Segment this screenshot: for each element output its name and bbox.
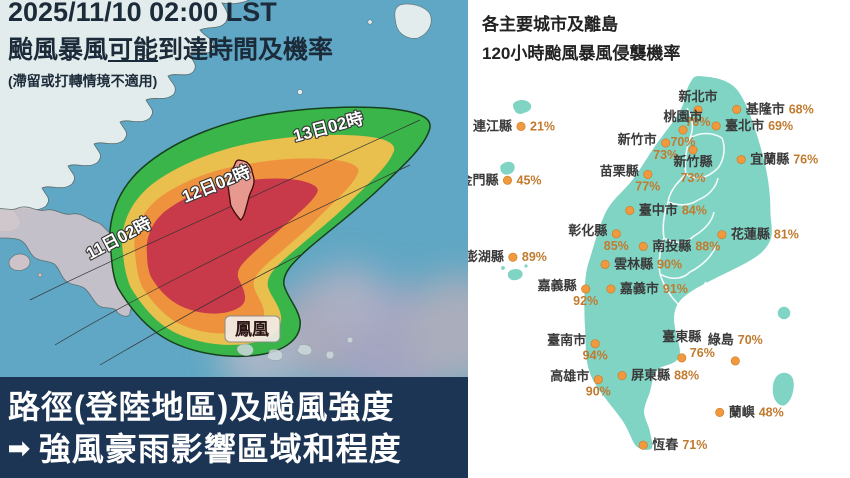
svg-text:鳳凰: 鳳凰 xyxy=(235,320,269,339)
svg-text:45%: 45% xyxy=(517,173,542,187)
svg-text:94%: 94% xyxy=(583,349,608,363)
svg-text:新竹市: 新竹市 xyxy=(618,132,657,147)
svg-text:新北市: 新北市 xyxy=(678,89,717,104)
svg-text:76%: 76% xyxy=(690,346,715,360)
svg-text:高雄市: 高雄市 xyxy=(550,369,589,384)
svg-text:89%: 89% xyxy=(522,250,547,264)
svg-text:21%: 21% xyxy=(530,119,555,133)
svg-text:桃園市: 桃園市 xyxy=(663,109,702,124)
svg-text:新竹縣: 新竹縣 xyxy=(673,154,712,169)
svg-text:85%: 85% xyxy=(604,239,629,253)
svg-text:臺南市: 臺南市 xyxy=(547,333,586,348)
svg-text:73%: 73% xyxy=(680,171,705,185)
svg-text:92%: 92% xyxy=(573,294,598,308)
svg-text:苗栗縣: 苗栗縣 xyxy=(600,163,639,178)
svg-text:澎湖縣: 澎湖縣 xyxy=(468,249,504,264)
svg-text:90%: 90% xyxy=(586,385,611,399)
svg-text:連江縣: 連江縣 xyxy=(473,118,512,133)
svg-text:彰化縣: 彰化縣 xyxy=(568,223,607,238)
svg-text:臺東縣: 臺東縣 xyxy=(662,329,701,344)
svg-text:嘉義縣: 嘉義縣 xyxy=(537,278,577,293)
svg-text:77%: 77% xyxy=(635,179,660,193)
svg-text:金門縣: 金門縣 xyxy=(468,172,499,187)
